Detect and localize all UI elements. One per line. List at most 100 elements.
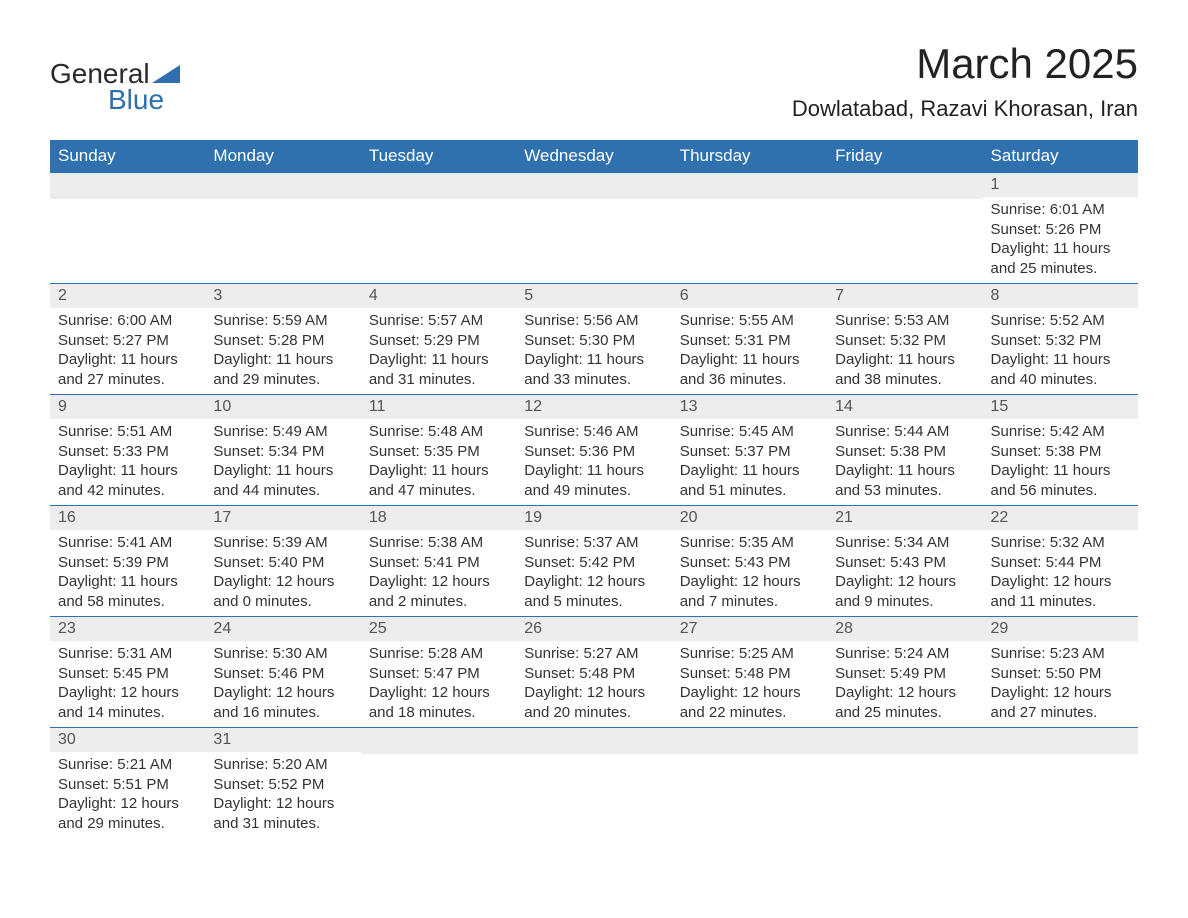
day-cell: 2Sunrise: 6:00 AMSunset: 5:27 PMDaylight… xyxy=(50,284,205,394)
day-daylight2: and 27 minutes. xyxy=(991,703,1130,723)
day-cell: 22Sunrise: 5:32 AMSunset: 5:44 PMDayligh… xyxy=(983,506,1138,616)
day-info: Sunrise: 5:41 AMSunset: 5:39 PMDaylight:… xyxy=(50,530,205,616)
day-sunrise: Sunrise: 5:24 AM xyxy=(835,644,974,664)
day-number: 2 xyxy=(50,284,205,308)
day-number: 22 xyxy=(983,506,1138,530)
day-daylight2: and 18 minutes. xyxy=(369,703,508,723)
empty-day-cell xyxy=(827,173,982,283)
day-sunset: Sunset: 5:38 PM xyxy=(991,442,1130,462)
day-daylight1: Daylight: 11 hours xyxy=(369,461,508,481)
day-sunrise: Sunrise: 5:30 AM xyxy=(213,644,352,664)
day-sunset: Sunset: 5:32 PM xyxy=(835,331,974,351)
day-daylight1: Daylight: 12 hours xyxy=(835,683,974,703)
day-sunset: Sunset: 5:33 PM xyxy=(58,442,197,462)
weekday-header-cell: Friday xyxy=(827,140,982,172)
day-number xyxy=(983,728,1138,754)
day-sunset: Sunset: 5:48 PM xyxy=(524,664,663,684)
day-daylight2: and 31 minutes. xyxy=(369,370,508,390)
day-daylight1: Daylight: 12 hours xyxy=(58,794,197,814)
day-daylight2: and 56 minutes. xyxy=(991,481,1130,501)
day-sunrise: Sunrise: 5:27 AM xyxy=(524,644,663,664)
empty-day-cell xyxy=(672,728,827,838)
day-sunset: Sunset: 5:43 PM xyxy=(680,553,819,573)
day-number: 7 xyxy=(827,284,982,308)
day-sunset: Sunset: 5:39 PM xyxy=(58,553,197,573)
day-daylight2: and 0 minutes. xyxy=(213,592,352,612)
day-cell: 28 Sunrise: 5:24 AMSunset: 5:49 PMDayligh… xyxy=(827,617,982,727)
empty-day-cell xyxy=(205,173,360,283)
day-daylight1: Daylight: 11 hours xyxy=(58,461,197,481)
day-info: Sunrise: 5:27 AMSunset: 5:48 PMDaylight:… xyxy=(516,641,671,727)
day-daylight2: and 27 minutes. xyxy=(58,370,197,390)
day-cell: 18Sunrise: 5:38 AMSunset: 5:41 PMDayligh… xyxy=(361,506,516,616)
day-sunset: Sunset: 5:37 PM xyxy=(680,442,819,462)
day-sunrise: Sunrise: 5:41 AM xyxy=(58,533,197,553)
day-sunrise: Sunrise: 5:48 AM xyxy=(369,422,508,442)
day-cell: 9Sunrise: 5:51 AMSunset: 5:33 PMDaylight… xyxy=(50,395,205,505)
empty-day-cell xyxy=(672,173,827,283)
logo-text-blue: Blue xyxy=(108,84,180,116)
day-daylight1: Daylight: 12 hours xyxy=(213,794,352,814)
weeks-container: 1Sunrise: 6:01 AMSunset: 5:26 PMDaylight… xyxy=(50,172,1138,838)
day-daylight1: Daylight: 11 hours xyxy=(58,350,197,370)
day-number: 28 xyxy=(827,617,982,641)
day-number: 14 xyxy=(827,395,982,419)
day-daylight1: Daylight: 11 hours xyxy=(835,350,974,370)
day-number: 25 xyxy=(361,617,516,641)
day-sunset: Sunset: 5:45 PM xyxy=(58,664,197,684)
day-number xyxy=(516,173,671,199)
week-row: 9Sunrise: 5:51 AMSunset: 5:33 PMDaylight… xyxy=(50,394,1138,505)
day-daylight1: Daylight: 12 hours xyxy=(835,572,974,592)
day-cell: 16Sunrise: 5:41 AMSunset: 5:39 PMDayligh… xyxy=(50,506,205,616)
day-sunrise: Sunrise: 5:46 AM xyxy=(524,422,663,442)
day-daylight2: and 9 minutes. xyxy=(835,592,974,612)
day-number: 16 xyxy=(50,506,205,530)
day-sunrise: Sunrise: 5:52 AM xyxy=(991,311,1130,331)
day-sunset: Sunset: 5:41 PM xyxy=(369,553,508,573)
day-daylight1: Daylight: 12 hours xyxy=(213,683,352,703)
day-sunset: Sunset: 5:49 PM xyxy=(835,664,974,684)
day-info: Sunrise: 5:34 AMSunset: 5:43 PMDaylight:… xyxy=(827,530,982,616)
day-number: 21 xyxy=(827,506,982,530)
day-daylight2: and 53 minutes. xyxy=(835,481,974,501)
day-daylight2: and 7 minutes. xyxy=(680,592,819,612)
day-sunset: Sunset: 5:47 PM xyxy=(369,664,508,684)
day-daylight2: and 22 minutes. xyxy=(680,703,819,723)
day-number: 29 xyxy=(983,617,1138,641)
day-cell: 20Sunrise: 5:35 AMSunset: 5:43 PMDayligh… xyxy=(672,506,827,616)
day-info: Sunrise: 5:55 AMSunset: 5:31 PMDaylight:… xyxy=(672,308,827,394)
day-number xyxy=(205,173,360,199)
day-daylight1: Daylight: 11 hours xyxy=(524,350,663,370)
empty-day-cell xyxy=(361,173,516,283)
day-info: Sunrise: 5:48 AMSunset: 5:35 PMDaylight:… xyxy=(361,419,516,505)
day-sunset: Sunset: 5:50 PM xyxy=(991,664,1130,684)
day-sunset: Sunset: 5:43 PM xyxy=(835,553,974,573)
weekday-header-cell: Sunday xyxy=(50,140,205,172)
day-number: 27 xyxy=(672,617,827,641)
day-sunrise: Sunrise: 5:45 AM xyxy=(680,422,819,442)
day-number: 12 xyxy=(516,395,671,419)
week-row: 23Sunrise: 5:31 AMSunset: 5:45 PMDayligh… xyxy=(50,616,1138,727)
day-number: 9 xyxy=(50,395,205,419)
day-daylight2: and 31 minutes. xyxy=(213,814,352,834)
day-sunrise: Sunrise: 5:59 AM xyxy=(213,311,352,331)
day-cell: 5Sunrise: 5:56 AMSunset: 5:30 PMDaylight… xyxy=(516,284,671,394)
day-info: Sunrise: 5:28 AMSunset: 5:47 PMDaylight:… xyxy=(361,641,516,727)
day-info: Sunrise: 5:38 AMSunset: 5:41 PMDaylight:… xyxy=(361,530,516,616)
day-cell: 24Sunrise: 5:30 AMSunset: 5:46 PMDayligh… xyxy=(205,617,360,727)
day-daylight2: and 47 minutes. xyxy=(369,481,508,501)
day-info: Sunrise: 5:53 AMSunset: 5:32 PMDaylight:… xyxy=(827,308,982,394)
weekday-header-cell: Tuesday xyxy=(361,140,516,172)
day-number xyxy=(361,173,516,199)
week-row: 1Sunrise: 6:01 AMSunset: 5:26 PMDaylight… xyxy=(50,172,1138,283)
day-cell: 30Sunrise: 5:21 AMSunset: 5:51 PMDayligh… xyxy=(50,728,205,838)
day-sunrise: Sunrise: 5:23 AM xyxy=(991,644,1130,664)
day-number: 26 xyxy=(516,617,671,641)
day-sunset: Sunset: 5:26 PM xyxy=(991,220,1130,240)
day-sunrise: Sunrise: 5:20 AM xyxy=(213,755,352,775)
empty-day-cell xyxy=(361,728,516,838)
empty-day-cell xyxy=(516,173,671,283)
day-number xyxy=(516,728,671,754)
day-sunrise: Sunrise: 5:57 AM xyxy=(369,311,508,331)
day-daylight1: Daylight: 12 hours xyxy=(58,683,197,703)
